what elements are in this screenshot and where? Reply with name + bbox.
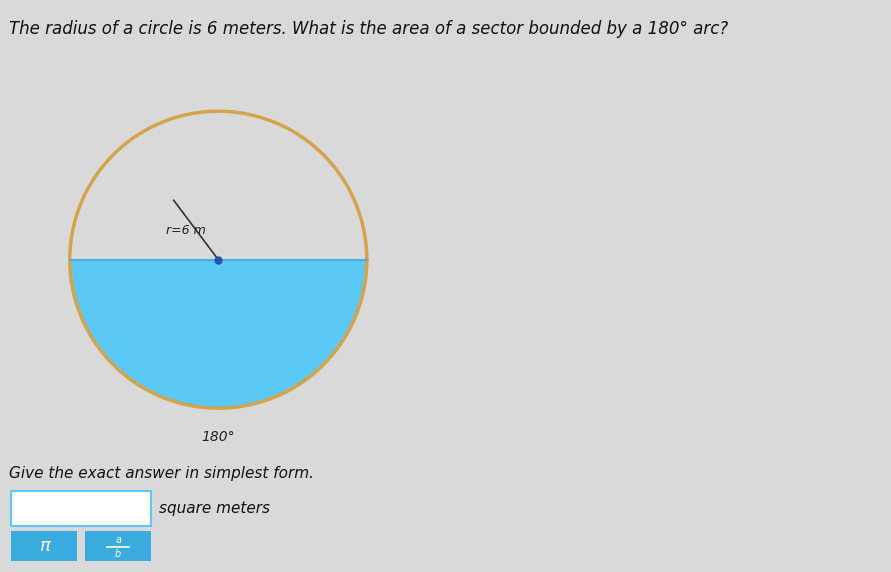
Text: square meters: square meters	[159, 501, 270, 516]
Text: π: π	[38, 537, 49, 555]
Text: a: a	[115, 535, 121, 545]
Polygon shape	[69, 260, 367, 408]
Text: Give the exact answer in simplest form.: Give the exact answer in simplest form.	[9, 466, 314, 481]
FancyBboxPatch shape	[11, 491, 151, 526]
Text: b: b	[115, 549, 121, 559]
Text: 180°: 180°	[201, 430, 235, 444]
Text: The radius of a circle is 6 meters. What is the area of a sector bounded by a 18: The radius of a circle is 6 meters. What…	[9, 20, 728, 38]
FancyBboxPatch shape	[11, 531, 77, 561]
Text: r=6 m: r=6 m	[167, 224, 206, 237]
FancyBboxPatch shape	[86, 531, 151, 561]
